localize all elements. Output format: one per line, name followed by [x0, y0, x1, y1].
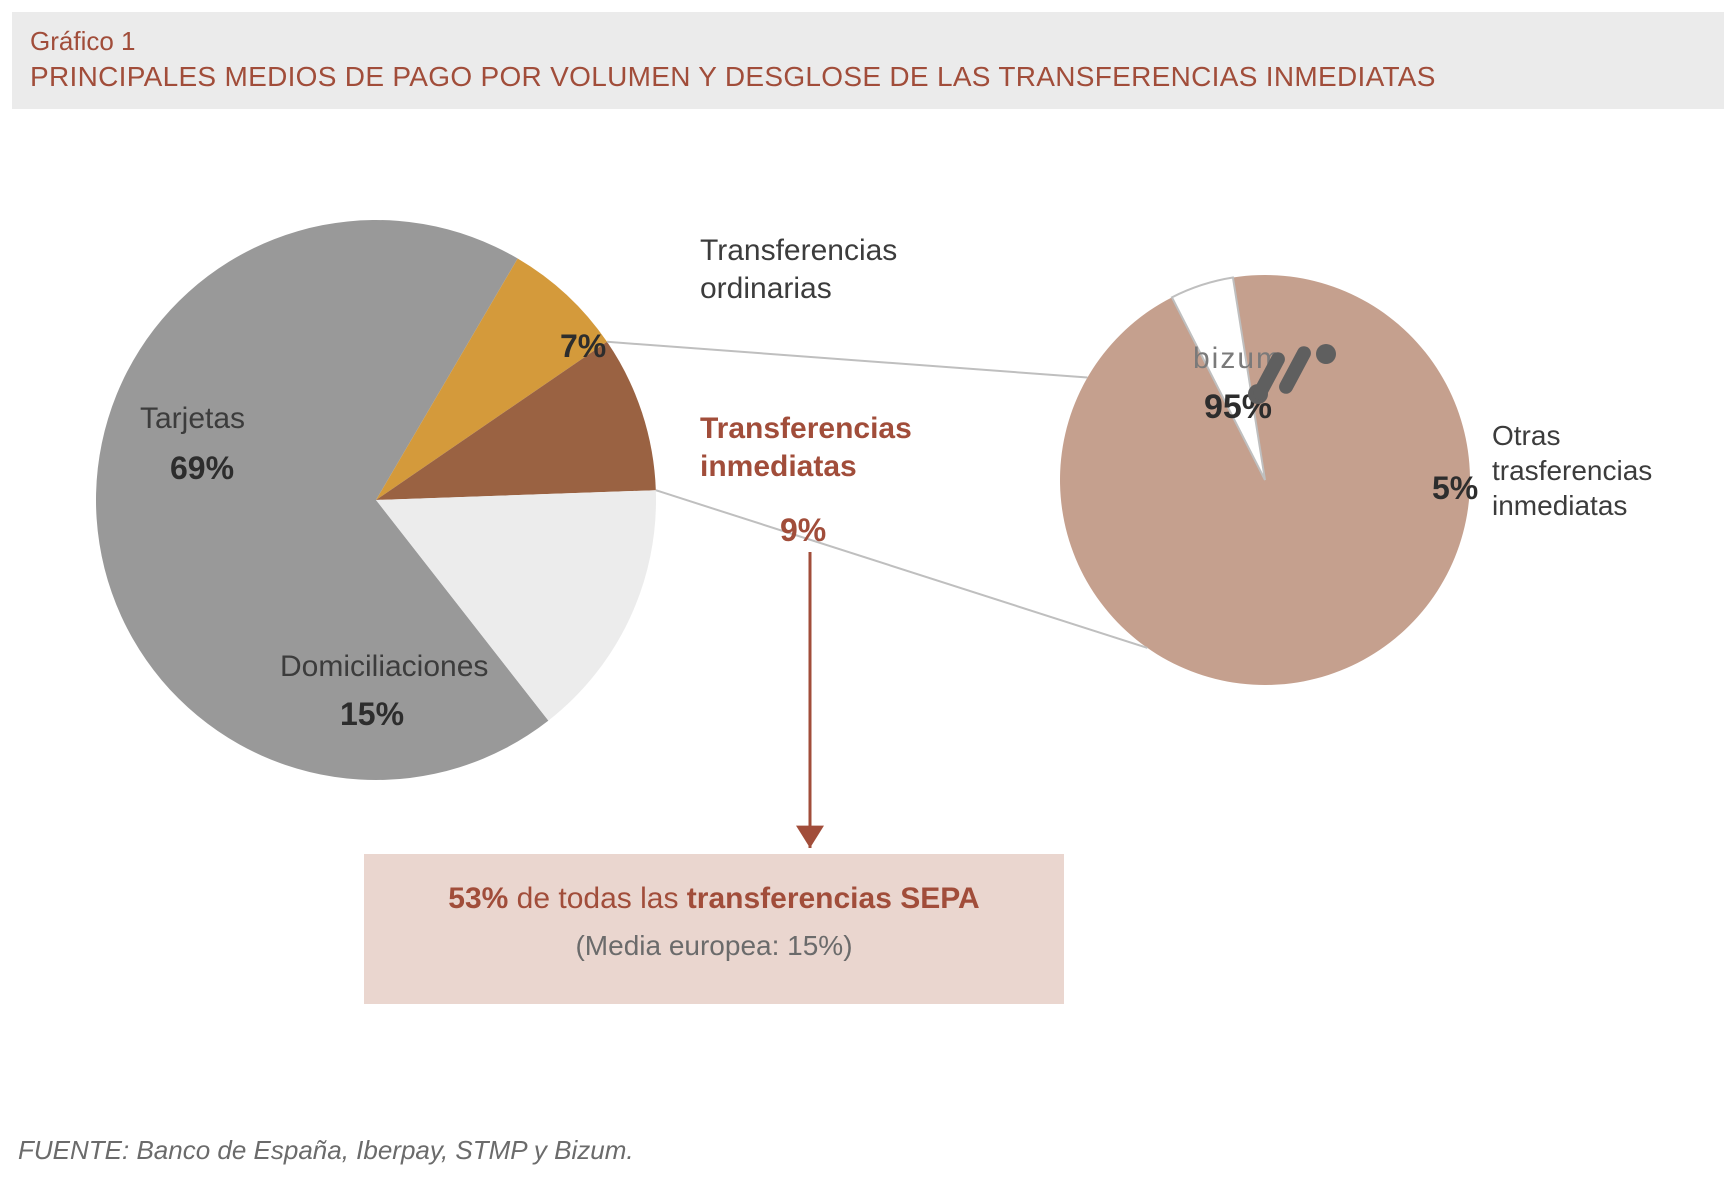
sepa-strong2: transferencias SEPA — [687, 882, 980, 915]
slice-pct-domiciliaciones: 15% — [340, 694, 404, 734]
slice-label-inmediatas: Transferenciasinmediatas — [700, 410, 960, 485]
slice-label-ordinarias-text: Transferenciasordinarias — [700, 234, 897, 305]
sepa-callout-line1: 53% de todas las transferencias SEPA — [384, 882, 1044, 916]
chart-svg-layer — [0, 0, 1736, 1188]
slice-label-tarjetas: Tarjetas — [140, 400, 245, 438]
slice-pct-tarjetas: 69% — [170, 448, 234, 488]
slice-label-domiciliaciones: Domiciliaciones — [280, 648, 488, 686]
sepa-mid: de todas las — [508, 882, 686, 915]
slice-label-otras: Otrastrasferenciasinmediatas — [1492, 418, 1722, 523]
sepa-pct: 53% — [448, 882, 508, 915]
slice-pct-ordinarias: 7% — [560, 326, 606, 366]
bizum-icon — [1238, 340, 1348, 410]
slice-label-inmediatas-text: Transferenciasinmediatas — [700, 412, 912, 483]
bizum-logo-block: bizum 95% — [1158, 340, 1318, 428]
sepa-callout-line2: (Media europea: 15%) — [384, 930, 1044, 962]
sepa-callout-box: 53% de todas las transferencias SEPA (Me… — [364, 854, 1064, 1004]
chart-source: FUENTE: Banco de España, Iberpay, STMP y… — [18, 1135, 634, 1166]
slice-label-otras-text: Otrastrasferenciasinmediatas — [1492, 420, 1652, 521]
slice-label-ordinarias: Transferenciasordinarias — [700, 232, 960, 307]
slice-pct-otras: 5% — [1432, 468, 1478, 508]
slice-pct-inmediatas: 9% — [780, 510, 826, 550]
chart-canvas: Gráfico 1 PRINCIPALES MEDIOS DE PAGO POR… — [0, 0, 1736, 1188]
